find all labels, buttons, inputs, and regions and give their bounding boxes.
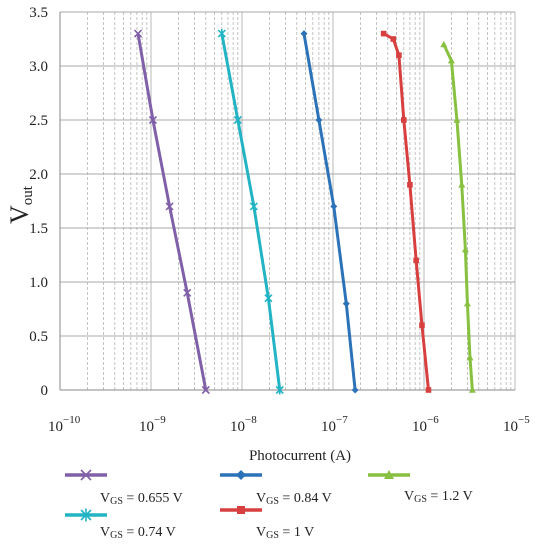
legend-item: VGS = 0.655 V bbox=[65, 469, 183, 507]
data-point bbox=[217, 29, 226, 39]
data-point bbox=[425, 387, 432, 393]
data-point bbox=[419, 322, 425, 328]
legend: VGS = 0.655 V VGS = 0.74 V VGS = 0.84 V VGS… bbox=[65, 469, 473, 541]
data-point bbox=[463, 300, 471, 307]
data-point bbox=[468, 386, 476, 393]
data-point bbox=[201, 385, 210, 395]
data-point bbox=[390, 36, 397, 42]
series-1 bbox=[133, 29, 210, 395]
data-point bbox=[237, 506, 245, 514]
series-5 bbox=[440, 40, 476, 393]
series-line bbox=[136, 33, 208, 391]
x-axis-label: Photocurrent (A) bbox=[249, 448, 351, 464]
data-point bbox=[401, 117, 407, 123]
data-point bbox=[440, 40, 448, 48]
x-tick-label: 10−7 bbox=[321, 414, 348, 435]
y-tick-label: 2.0 bbox=[29, 167, 48, 183]
x-tick-label: 10−6 bbox=[412, 414, 439, 435]
series-line bbox=[382, 32, 430, 391]
legend-label: VGS = 0.84 V bbox=[256, 491, 332, 507]
legend-item: VGS = 1 V bbox=[220, 506, 314, 541]
data-point bbox=[183, 288, 192, 297]
series-line bbox=[220, 33, 282, 391]
series-line bbox=[302, 33, 357, 391]
legend-label: VGS = 0.74 V bbox=[100, 525, 176, 541]
legend-item: VGS = 1.2 V bbox=[368, 470, 473, 505]
x-tick-labels: 10−10 10−9 10−8 10−7 10−6 10−5 bbox=[48, 414, 530, 435]
data-point bbox=[384, 470, 394, 479]
legend-item: VGS = 0.84 V bbox=[220, 470, 332, 507]
data-point bbox=[133, 29, 143, 38]
series-2 bbox=[217, 29, 284, 395]
y-tick-label: 0 bbox=[41, 383, 49, 399]
data-point bbox=[148, 115, 157, 125]
x-tick-label: 10−8 bbox=[230, 414, 257, 435]
series-4 bbox=[380, 30, 432, 393]
y-tick-label: 3.0 bbox=[29, 59, 48, 75]
data-point bbox=[453, 116, 461, 123]
data-point bbox=[447, 57, 455, 64]
data-point bbox=[233, 115, 242, 125]
data-point bbox=[315, 116, 323, 124]
y-tick-labels: 0 0.5 1.0 1.5 2.0 2.5 3.0 3.5 bbox=[29, 5, 48, 399]
y-tick-label: 1.5 bbox=[29, 221, 48, 237]
data-point bbox=[396, 52, 402, 58]
legend-item: VGS = 0.74 V bbox=[65, 508, 176, 541]
data-point bbox=[351, 386, 359, 394]
data-point bbox=[380, 30, 387, 37]
data-point bbox=[249, 201, 258, 211]
x-tick-label: 10−5 bbox=[503, 414, 530, 435]
y-tick-label: 3.5 bbox=[29, 5, 48, 21]
x-tick-label: 10−10 bbox=[48, 414, 81, 435]
data-point bbox=[275, 385, 284, 395]
y-axis-label: Vout bbox=[5, 185, 36, 224]
data-point bbox=[461, 246, 469, 253]
data-point bbox=[80, 508, 92, 522]
data-point bbox=[165, 202, 174, 211]
data-point bbox=[413, 257, 419, 264]
series-3 bbox=[300, 30, 359, 394]
data-point bbox=[264, 293, 273, 303]
x-tick-label: 10−9 bbox=[139, 414, 166, 435]
series-line bbox=[442, 43, 474, 391]
data-point bbox=[330, 202, 338, 210]
axes bbox=[59, 12, 515, 391]
data-point bbox=[407, 182, 413, 188]
legend-label: VGS = 0.655 V bbox=[100, 491, 183, 507]
data-point bbox=[466, 354, 474, 361]
y-axis-label-text: Vout bbox=[5, 185, 36, 224]
grid bbox=[59, 11, 516, 391]
series-lines bbox=[133, 29, 476, 395]
y-tick-label: 2.5 bbox=[29, 113, 48, 129]
data-point bbox=[300, 30, 308, 38]
data-point bbox=[458, 181, 466, 188]
y-tick-label: 1.0 bbox=[29, 275, 48, 291]
data-point bbox=[80, 469, 92, 481]
y-tick-label: 0.5 bbox=[29, 329, 48, 345]
legend-label: VGS = 1 V bbox=[256, 525, 314, 541]
data-point bbox=[342, 300, 350, 308]
legend-label: VGS = 1.2 V bbox=[404, 489, 473, 505]
data-point bbox=[236, 470, 246, 480]
